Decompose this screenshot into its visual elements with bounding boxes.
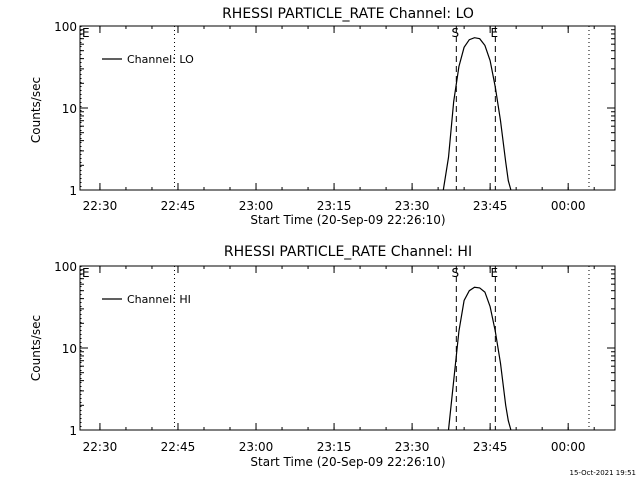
lo-x-axis-label: Start Time (20-Sep-09 22:26:10)	[250, 213, 445, 227]
lo-marker-label: E	[491, 26, 499, 40]
hi-chart-title: RHESSI PARTICLE_RATE Channel: HI	[224, 244, 472, 260]
hi-marker-label: E	[82, 266, 90, 280]
hi-y-axis-label: Counts/sec	[29, 315, 43, 381]
hi-x-axis-label: Start Time (20-Sep-09 22:26:10)	[250, 455, 445, 469]
hi-x-tick-label: 23:15	[317, 440, 352, 454]
lo-legend-label: Channel: LO	[127, 53, 194, 66]
lo-x-tick-label: 22:30	[83, 199, 118, 213]
hi-marker-label: E	[491, 266, 499, 280]
hi-x-tick-label: 23:00	[239, 440, 274, 454]
hi-x-tick-label: 23:45	[473, 440, 508, 454]
lo-marker-label: E	[82, 26, 90, 40]
lo-x-tick-label: 00:00	[551, 199, 586, 213]
hi-marker-label: S	[452, 266, 460, 280]
hi-y-tick-label: 1	[69, 424, 77, 438]
hi-y-tick-label: 100	[54, 260, 77, 274]
lo-chart-title: RHESSI PARTICLE_RATE Channel: LO	[222, 6, 474, 22]
lo-x-tick-label: 23:30	[395, 199, 430, 213]
hi-x-tick-label: 22:45	[161, 440, 196, 454]
lo-y-tick-label: 100	[54, 20, 77, 34]
hi-series-line	[447, 286, 512, 431]
lo-y-tick-label: 10	[62, 102, 77, 116]
hi-x-tick-label: 23:30	[395, 440, 430, 454]
lo-y-axis-label: Counts/sec	[29, 77, 43, 143]
hi-x-tick-label: 00:00	[551, 440, 586, 454]
lo-x-tick-label: 23:15	[317, 199, 352, 213]
hi-x-tick-label: 22:30	[83, 440, 118, 454]
lo-x-tick-label: 23:00	[239, 199, 274, 213]
lo-y-tick-label: 1	[69, 184, 77, 198]
plot-timestamp: 15-Oct-2021 19:51	[570, 469, 636, 477]
lo-marker-label: S	[452, 26, 460, 40]
lo-x-tick-label: 23:45	[473, 199, 508, 213]
lo-x-tick-label: 22:45	[161, 199, 196, 213]
hi-channel-panel: RHESSI PARTICLE_RATE Channel: HI Counts/…	[29, 244, 616, 469]
lo-channel-panel: RHESSI PARTICLE_RATE Channel: LO Counts/…	[29, 6, 616, 227]
hi-y-tick-label: 10	[62, 342, 77, 356]
lo-series-line	[442, 37, 512, 191]
hi-legend-label: Channel: HI	[127, 293, 191, 306]
